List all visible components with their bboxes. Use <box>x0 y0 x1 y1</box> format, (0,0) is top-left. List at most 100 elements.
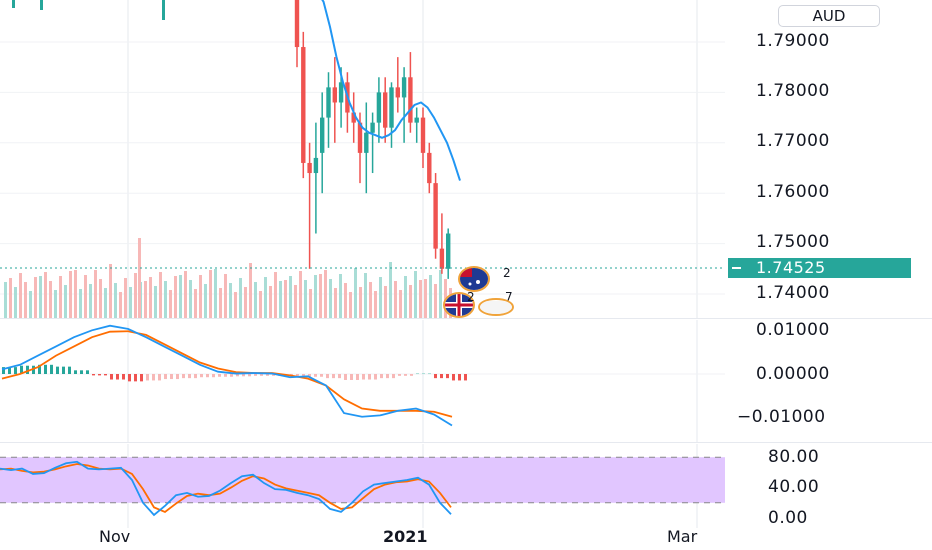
stochastic-pane[interactable] <box>0 444 725 528</box>
candle-body <box>427 152 432 184</box>
macd-histogram-bar <box>392 374 395 379</box>
price-chart-svg <box>0 0 725 318</box>
macd-histogram-bar <box>68 366 71 374</box>
eu-event-count[interactable]: 7 <box>505 290 513 304</box>
volume-bar <box>434 284 437 318</box>
candle-body <box>433 183 438 249</box>
volume-bar <box>39 276 42 318</box>
volume-bar <box>179 275 182 318</box>
macd-line <box>1 324 453 427</box>
macd-histogram-bar <box>80 370 83 374</box>
macd-signal-line <box>1 330 453 418</box>
macd-histogram-bar <box>440 374 443 379</box>
macd-histogram-bar <box>350 374 353 380</box>
price-tick-label: 1.78000 <box>756 81 830 101</box>
macd-histogram-bar <box>140 374 143 382</box>
macd-histogram-bar <box>116 374 119 380</box>
macd-histogram-bar <box>410 374 413 376</box>
volume-bar <box>74 270 77 318</box>
volume-bar <box>334 288 337 318</box>
volume-bar <box>384 286 387 318</box>
candle-body <box>313 157 319 174</box>
macd-histogram-bar <box>122 374 125 380</box>
candle-body <box>401 77 407 98</box>
volume-bar <box>379 277 382 318</box>
candle-body <box>162 0 165 20</box>
macd-histogram-bar <box>50 364 53 374</box>
uk-event-count[interactable]: 2 <box>467 290 475 304</box>
macd-histogram-bar <box>404 374 407 376</box>
macd-histogram-bar <box>8 367 11 374</box>
candle-body <box>383 92 388 128</box>
volume-bar <box>149 277 152 318</box>
price-pane[interactable] <box>0 0 725 318</box>
volume-bar <box>284 280 287 318</box>
candle-body <box>332 87 337 103</box>
volume-bar <box>254 282 257 318</box>
macd-histogram-bar <box>464 374 467 381</box>
volume-bar <box>304 280 307 318</box>
stoch-tick-label: 40.00 <box>768 477 820 497</box>
volume-bar <box>34 277 37 318</box>
volume-bar <box>339 274 342 318</box>
volume-bar <box>294 285 297 318</box>
eu-flag-graphic <box>480 301 512 314</box>
volume-bar <box>29 291 32 318</box>
macd-histogram-bar <box>374 374 377 380</box>
candle-body <box>12 0 15 8</box>
volume-bar <box>279 281 282 318</box>
volume-bar <box>44 272 47 318</box>
candle-body <box>320 117 325 153</box>
macd-histogram-bar <box>206 374 209 378</box>
candle-body <box>408 77 413 123</box>
candle-body <box>294 0 300 48</box>
volume-bar <box>54 290 57 318</box>
macd-histogram-bar <box>428 373 431 375</box>
currency-button[interactable]: AUD <box>778 5 880 27</box>
macd-histogram-bar <box>230 374 233 377</box>
macd-tick-label: 0.00000 <box>756 364 830 384</box>
stoch-tick-label: 0.00 <box>768 508 808 528</box>
macd-histogram-bar <box>110 374 113 380</box>
eu-flag-icon[interactable] <box>478 298 514 316</box>
volume-bar <box>59 276 62 318</box>
macd-histogram-bar <box>188 374 191 379</box>
pane-divider[interactable] <box>0 318 932 319</box>
macd-histogram-bar <box>242 374 245 377</box>
candle-body <box>370 122 375 133</box>
volume-bar <box>274 272 277 318</box>
macd-chart-svg <box>0 320 725 442</box>
time-tick-label: Mar <box>667 527 698 546</box>
last-price-tag: 1.74525 <box>728 258 911 278</box>
au-event-count[interactable]: 2 <box>503 266 511 280</box>
stochastic-k-line <box>0 460 452 517</box>
candle-body <box>357 122 363 153</box>
macd-histogram-bar <box>434 374 437 379</box>
volume-bar <box>409 285 412 318</box>
au-flag-icon[interactable] <box>458 266 490 292</box>
macd-pane[interactable] <box>0 320 725 442</box>
volume-bar <box>374 291 377 318</box>
macd-histogram-bar <box>92 374 95 376</box>
volume-bar <box>319 274 322 318</box>
volume-bar <box>229 283 232 318</box>
volume-bar <box>389 262 392 318</box>
macd-histogram-bar <box>296 374 299 377</box>
time-tick-label: Nov <box>99 527 131 546</box>
volume-bar <box>169 290 172 318</box>
candle-body <box>446 233 451 269</box>
macd-histogram-bar <box>152 374 155 381</box>
macd-histogram-bar <box>218 374 221 377</box>
candle-body <box>420 117 426 153</box>
pane-divider[interactable] <box>0 442 932 443</box>
volume-bar <box>154 286 157 318</box>
volume-bar <box>94 270 97 318</box>
macd-histogram-bar <box>320 374 323 377</box>
macd-histogram-bar <box>302 374 305 377</box>
macd-histogram-bar <box>38 364 41 374</box>
macd-histogram-bar <box>62 366 65 374</box>
candle-body <box>307 162 312 174</box>
price-tick-label: 1.75000 <box>756 232 830 252</box>
uk-flag-icon[interactable] <box>443 292 475 318</box>
price-tick-label: 1.76000 <box>756 182 830 202</box>
